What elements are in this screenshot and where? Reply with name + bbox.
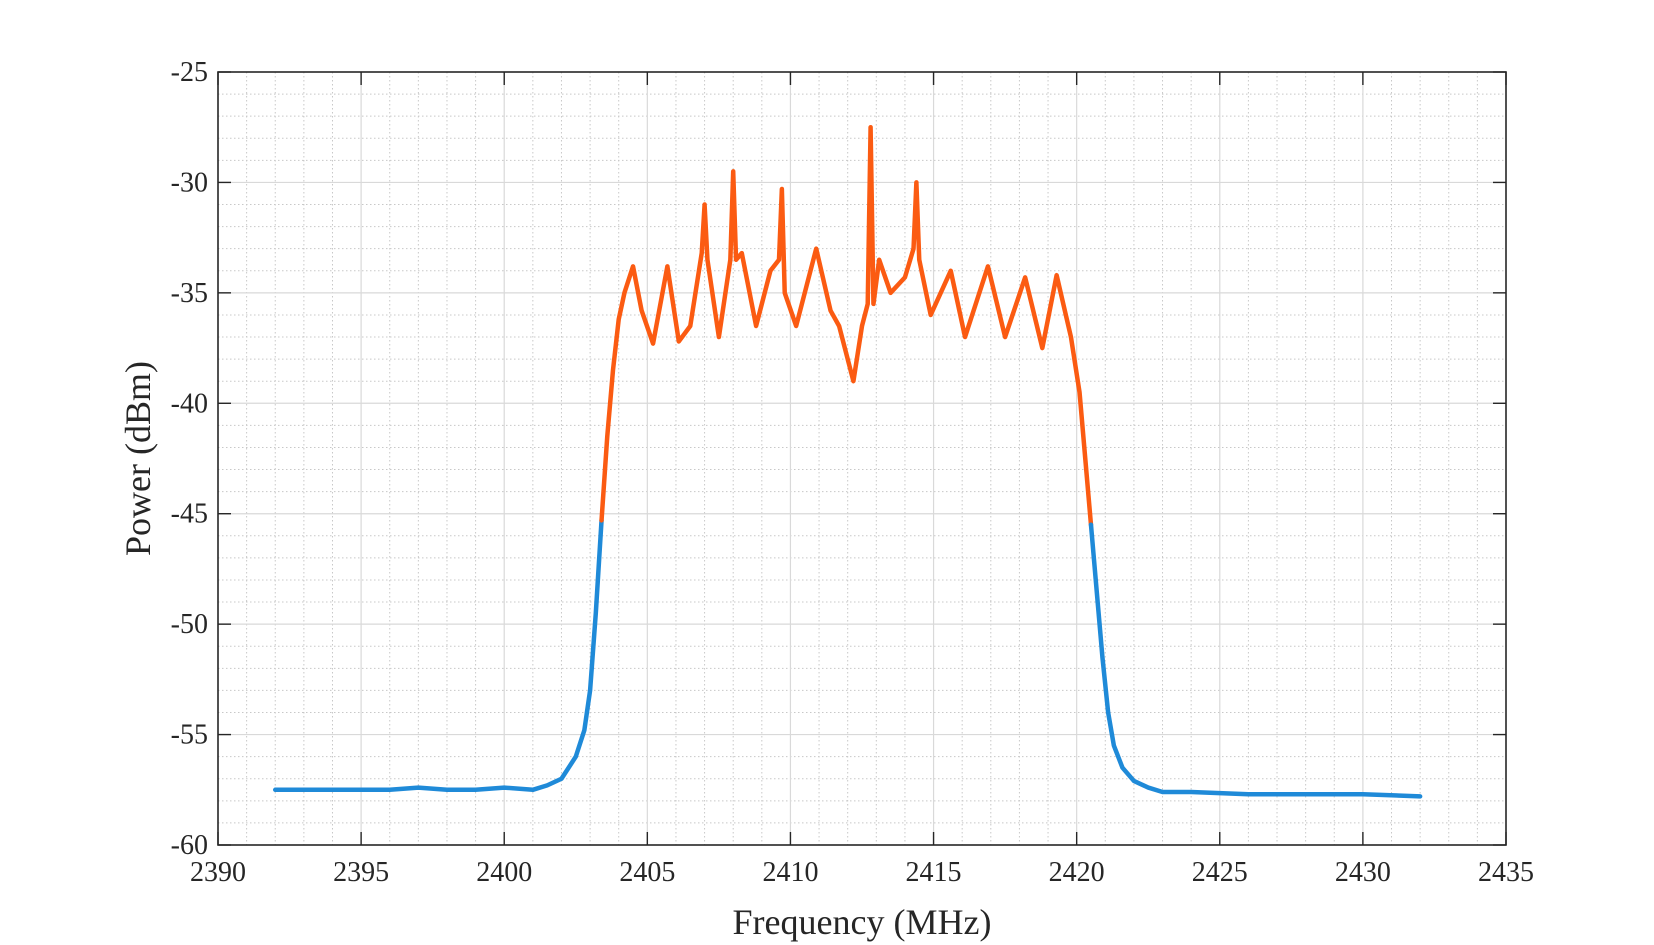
- plot-frame: [217, 71, 1507, 846]
- x-tick-label: 2400: [476, 857, 532, 888]
- series-line-3: [1088, 522, 1423, 799]
- y-tick-label: -35: [171, 278, 208, 309]
- x-tick-label: 2430: [1335, 857, 1391, 888]
- x-axis-label: Frequency (MHz): [733, 902, 992, 942]
- y-axis-label: Power (dBm): [118, 361, 158, 556]
- series-layer: [272, 124, 1423, 799]
- major-grid: [218, 72, 1506, 845]
- y-tick-label: -60: [171, 830, 208, 861]
- x-tick-label: 2405: [619, 857, 675, 888]
- x-tick-label: 2425: [1192, 857, 1248, 888]
- series-line-1: [272, 518, 604, 793]
- x-tick-label: 2410: [762, 857, 818, 888]
- y-tick-label: -55: [171, 720, 208, 751]
- y-tick-label: -50: [171, 609, 208, 640]
- y-tick-label: -30: [171, 167, 208, 198]
- minor-grid: [218, 72, 1506, 845]
- y-tick-label: -45: [171, 499, 208, 530]
- x-tick-label: 2435: [1478, 857, 1534, 888]
- y-tick-label: -40: [171, 388, 208, 419]
- x-tick-label: 2415: [906, 857, 962, 888]
- ticks-layer: [217, 71, 1507, 846]
- series-line-2: [599, 124, 1094, 528]
- x-tick-label: 2420: [1049, 857, 1105, 888]
- x-tick-label: 2390: [190, 857, 246, 888]
- y-tick-label: -25: [171, 57, 208, 88]
- x-tick-label: 2395: [333, 857, 389, 888]
- tick-labels: 2390 2395 2400 2405 2410 2415 2420 2425 2430 2435…: [171, 57, 1534, 888]
